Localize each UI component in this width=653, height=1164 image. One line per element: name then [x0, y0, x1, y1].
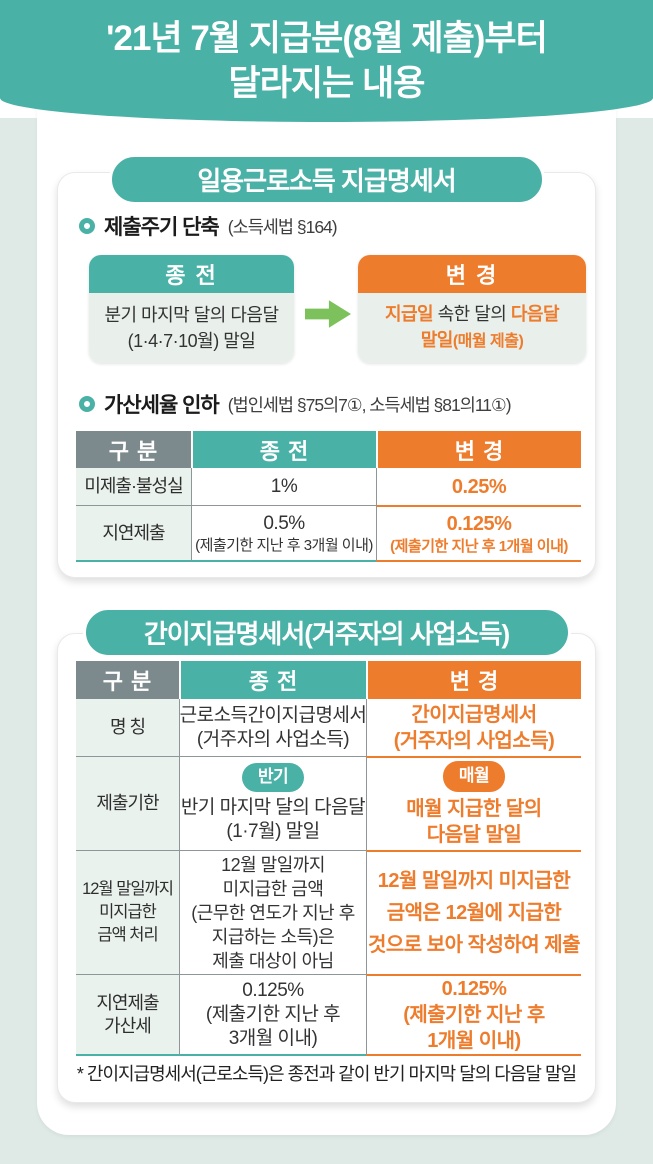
monthly-pill: 매월 [442, 760, 506, 792]
section-badge-daily-income: 일용근로소득 지급명세서 [108, 154, 545, 205]
before-line1: 분기 마지막 달의 다음달 [104, 305, 279, 325]
half-year-pill: 반기 [241, 763, 305, 792]
cell-line: 0.125% [242, 979, 304, 1001]
table-cell-after: 12월 말일까지 미지급한 금액은 12월에 지급한 것으로 보아 작성하여 제… [366, 850, 581, 974]
cell-line: 간이지급명세서 [411, 703, 537, 726]
cell-line: 반기 마지막 달의 다음달 [180, 797, 366, 818]
section-law-reference: (소득세법 §164) [227, 216, 338, 237]
section-badge-simplified-statement: 간이지급명세서(거주자의 사업소득) [82, 607, 571, 658]
cell-line: (제출기한 지난 후 [205, 1003, 341, 1025]
before-box-body: 분기 마지막 달의 다음달 (1·4·7·10월) 말일 [89, 293, 294, 363]
after-line1: 지급일 속한 달의 다음달 [384, 301, 560, 327]
after-box-header: 변 경 [358, 255, 586, 293]
cell-line: 1개월 이내) [427, 1030, 521, 1052]
after-box: 변 경 지급일 속한 달의 다음달 말일(매월 제출) [358, 255, 586, 363]
cell-line: 0.125% [441, 978, 507, 1000]
cell-line: 것으로 보아 작성하여 제출 [367, 934, 581, 956]
column-header-category: 구 분 [76, 431, 191, 468]
table-cell-before: 0.5% (제출기한 지난 후 3개월 이내) [191, 505, 376, 562]
cell-line: (거주자의 사업소득) [393, 729, 555, 752]
cell-sub: (제출기한 지난 후 3개월 이내) [195, 536, 373, 554]
label-line: 미지급한 [99, 903, 157, 921]
cell-line: 12월 말일까지 [221, 854, 325, 875]
simplified-statement-table: 구 분 종 전 변 경 명 칭 근로소득간이지급명세서 (거주자의 사업소득) … [76, 661, 581, 1056]
card-simplified-statement: 구 분 종 전 변 경 명 칭 근로소득간이지급명세서 (거주자의 사업소득) … [57, 633, 596, 1103]
after-highlight1: 지급일 [384, 304, 434, 324]
after-line2: 말일(매월 제출) [421, 327, 524, 355]
label-line: 가산세 [104, 1015, 152, 1036]
section-law-reference: (법인세법 §75의7①, 소득세법 §81의11①) [227, 394, 512, 415]
table-row-label: 지연제출 [76, 505, 191, 562]
after-plain: 속한 달의 [433, 304, 511, 324]
before-box: 종 전 분기 마지막 달의 다음달 (1·4·7·10월) 말일 [89, 255, 294, 363]
bullet-ring-icon [79, 396, 95, 412]
table-row-label: 12월 말일까지 미지급한 금액 처리 [76, 850, 179, 974]
table-cell-before: 12월 말일까지 미지급한 금액 (근무한 연도가 지난 후 지급하는 소득)은… [179, 850, 366, 974]
table-row-label: 미제출·불성실 [76, 468, 191, 505]
section-title: 제출주기 단축 [104, 216, 220, 239]
cell-line: 매월 지급한 달의 [406, 797, 542, 820]
footnote: * 간이지급명세서(근로소득)은 종전과 같이 반기 마지막 달의 다음달 말일 [76, 1064, 577, 1084]
section-title: 가산세율 인하 [104, 394, 220, 417]
cell-line: (거주자의 사업소득) [196, 728, 350, 750]
label-line: 12월 말일까지 [82, 880, 174, 898]
column-header-category: 구 분 [76, 661, 179, 699]
table-cell-after: 매월 매월 지급한 달의 다음달 말일 [366, 756, 581, 850]
cell-line: 다음달 말일 [426, 823, 522, 846]
table-row-label: 명 칭 [76, 699, 179, 756]
card-daily-income: 제출주기 단축 (소득세법 §164) 종 전 분기 마지막 달의 다음달 (1… [57, 172, 596, 578]
table-cell-before: 1% [191, 468, 376, 505]
cell-line: 지급하는 소득)은 [211, 926, 335, 947]
page-title-line1: '21년 7월 지급분(8월 제출)부터 [106, 19, 548, 58]
bullet-ring-icon [79, 218, 95, 234]
before-box-header: 종 전 [89, 255, 294, 293]
cell-line: 제출 대상이 아님 [212, 950, 334, 971]
cell-line: 미지급한 금액 [222, 878, 324, 899]
before-line2: (1·4·7·10월) 말일 [127, 331, 256, 351]
label-line: 금액 처리 [97, 926, 158, 944]
cell-main: 0.5% [263, 512, 305, 534]
cell-line: (1·7월) 말일 [226, 821, 320, 842]
arrow-right-icon [305, 300, 351, 328]
cell-line: (근무한 연도가 지난 후 [191, 902, 355, 923]
section-heading-submit-cycle: 제출주기 단축 (소득세법 §164) [79, 211, 338, 241]
page-header-banner: '21년 7월 지급분(8월 제출)부터 달라지는 내용 [0, 0, 653, 122]
table-row-label: 제출기한 [76, 756, 179, 850]
column-header-after: 변 경 [376, 431, 581, 468]
cell-line: 3개월 이내) [228, 1027, 318, 1049]
column-header-before: 종 전 [179, 661, 366, 699]
column-header-after: 변 경 [366, 661, 581, 699]
column-header-before: 종 전 [191, 431, 376, 468]
table-cell-after: 0.125% (제출기한 지난 후 1개월 이내) [376, 505, 581, 562]
cell-line: (제출기한 지난 후 [403, 1004, 545, 1026]
cell-line: 12월 말일까지 미지급한 [377, 870, 571, 892]
cell-sub: (제출기한 지난 후 1개월 이내) [390, 538, 568, 555]
after-highlight2: 다음달 [510, 304, 560, 324]
table-cell-before: 반기 반기 마지막 달의 다음달 (1·7월) 말일 [179, 756, 366, 850]
cell-line: 근로소득간이지급명세서 [179, 704, 367, 726]
cell-line: 금액은 12월에 지급한 [386, 902, 562, 924]
table-cell-before: 0.125% (제출기한 지난 후 3개월 이내) [179, 974, 366, 1056]
after-line2-paren: (매월 제출) [452, 333, 524, 350]
table-cell-after: 0.125% (제출기한 지난 후 1개월 이내) [366, 974, 581, 1056]
after-line2-main: 말일 [420, 330, 454, 350]
page-title-line2: 달라지는 내용 [228, 64, 426, 103]
cell-main: 0.125% [446, 513, 512, 535]
label-line: 지연제출 [96, 992, 159, 1013]
table-cell-after: 0.25% [376, 468, 581, 505]
penalty-table: 구 분 종 전 변 경 미제출·불성실 1% 0.25% 지연제출 0.5% (… [76, 431, 581, 562]
section-heading-penalty-rate: 가산세율 인하 (법인세법 §75의7①, 소득세법 §81의11①) [79, 389, 512, 419]
after-box-body: 지급일 속한 달의 다음달 말일(매월 제출) [358, 293, 586, 363]
table-row-label: 지연제출 가산세 [76, 974, 179, 1056]
table-cell-before: 근로소득간이지급명세서 (거주자의 사업소득) [179, 699, 367, 756]
table-cell-after: 간이지급명세서 (거주자의 사업소득) [366, 699, 581, 756]
